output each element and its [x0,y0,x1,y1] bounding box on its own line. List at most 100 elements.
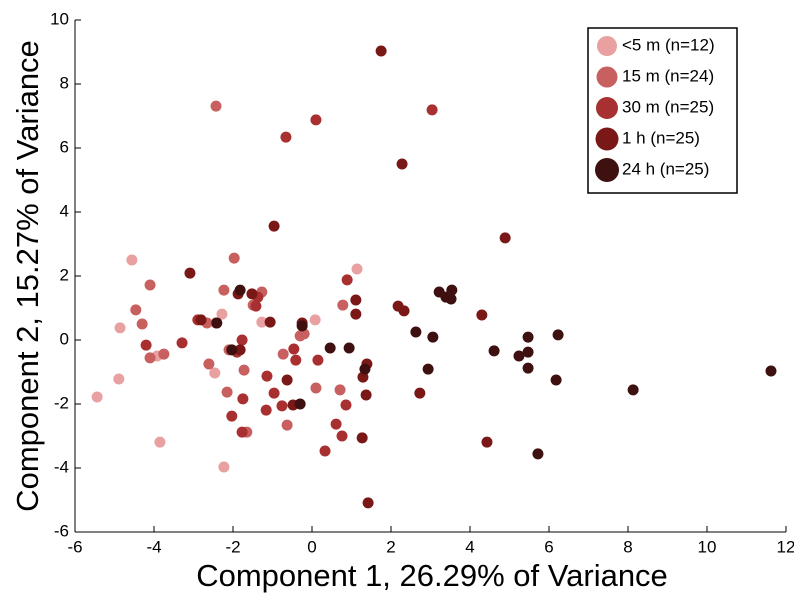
point [154,436,166,448]
point [277,348,289,360]
point [126,254,138,266]
point [144,352,156,364]
point [433,286,445,298]
point [210,100,222,112]
y-tick-label: 4 [60,201,69,220]
legend-marker [595,127,619,151]
y-tick-label: 0 [60,329,69,348]
point [309,314,321,326]
point [276,400,288,412]
point [445,293,457,305]
point [113,373,125,385]
point [264,316,276,328]
y-tick-label: 10 [50,9,69,28]
y-tick-label: 6 [60,137,69,156]
point [319,445,331,457]
point [144,279,156,291]
point [422,363,434,375]
point [410,326,422,338]
point [337,299,349,311]
point [218,461,230,473]
x-tick-label: 4 [465,537,474,556]
point [228,252,240,264]
point [362,497,374,509]
point [256,316,268,328]
point [522,346,534,358]
point [195,314,207,326]
point [341,274,353,286]
point [140,339,152,351]
point [324,342,336,354]
point [552,329,564,341]
point [488,345,500,357]
point [522,362,534,374]
point [211,317,223,329]
legend-marker [597,36,617,56]
point [350,294,362,306]
legend-marker [596,66,618,88]
x-tick-label: 2 [386,537,395,556]
point [312,354,324,366]
point [250,300,262,312]
point [481,436,493,448]
legend-label: 15 m (n=24) [622,66,714,85]
point [226,344,238,356]
point [350,308,362,320]
point [499,232,511,244]
point [236,426,248,438]
point [343,342,355,354]
point [234,344,246,356]
point [226,410,238,422]
x-tick-label: 10 [698,537,717,556]
point [234,284,246,296]
x-tick-label: -2 [225,537,240,556]
point [765,365,777,377]
point [360,389,372,401]
point [336,430,348,442]
point [221,386,233,398]
point [130,304,142,316]
point [296,320,308,332]
point [268,220,280,232]
legend-marker [595,158,619,182]
point [288,343,300,355]
point [268,387,280,399]
legend-label: 30 m (n=25) [622,97,714,116]
x-tick-label: 6 [544,537,553,556]
point [334,384,346,396]
point [158,348,170,360]
point [280,131,292,143]
point [310,114,322,126]
point [359,363,371,375]
point [91,391,103,403]
legend-label: 1 h (n=25) [622,128,700,147]
point [290,354,302,366]
legend-label: 24 h (n=25) [622,159,709,178]
point [218,284,230,296]
point [396,158,408,170]
point [356,432,368,444]
point [281,419,293,431]
legend-label: <5 m (n=12) [622,35,715,54]
point [209,367,221,379]
point [522,331,534,343]
point [398,305,410,317]
x-tick-label: 12 [777,537,794,556]
point [627,384,639,396]
y-tick-label: 8 [60,73,69,92]
y-tick-label: 2 [60,265,69,284]
point [532,448,544,460]
x-tick-label: -4 [146,537,161,556]
point [330,418,342,430]
point [550,374,562,386]
point [281,374,293,386]
point [246,288,258,300]
x-tick-label: -6 [67,537,82,556]
point [476,309,488,321]
point [426,104,438,116]
point [340,399,352,411]
point [238,364,250,376]
point [513,350,525,362]
point [236,334,248,346]
